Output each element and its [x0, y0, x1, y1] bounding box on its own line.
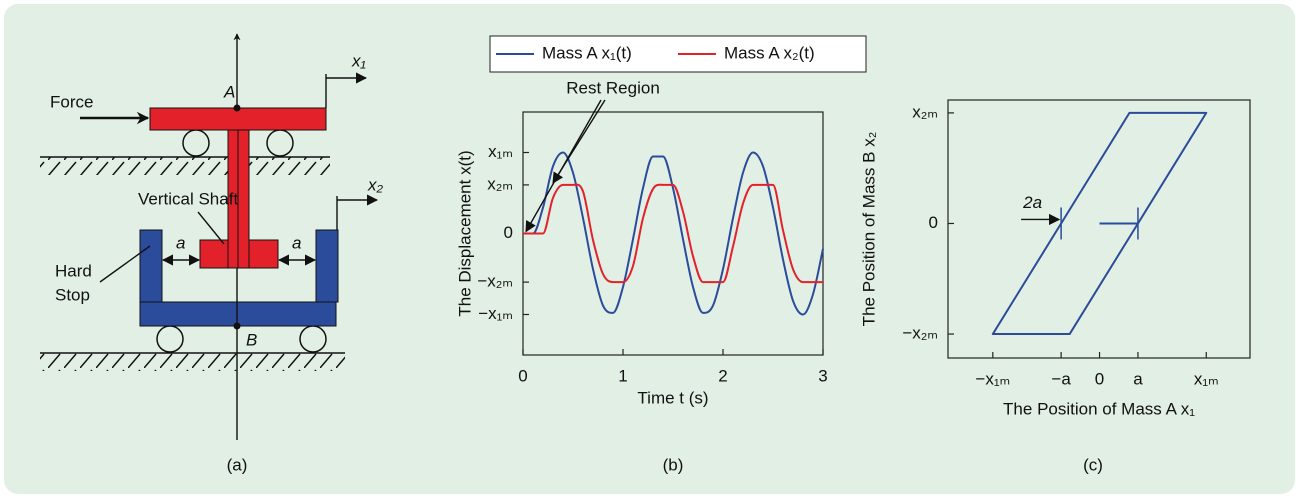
mass-b-bar: [139, 301, 337, 327]
background: [4, 4, 1295, 494]
legend-box: [489, 35, 867, 73]
caption: (b): [663, 455, 684, 474]
x-tick-label: 0: [518, 366, 527, 385]
y-tick-label: −x₂ₘ: [902, 324, 938, 343]
y-axis-title: The Position of Mass B x₂: [859, 132, 878, 327]
x-tick-label: 1: [618, 366, 627, 385]
y-tick-label: x₂ₘ: [487, 174, 513, 193]
x-tick-label: −x₁ₘ: [975, 369, 1010, 388]
y-tick-label: 0: [929, 213, 938, 232]
shaft: [237, 129, 250, 269]
label: Hard: [55, 261, 92, 280]
label: x₂: [367, 175, 384, 194]
point: [233, 104, 241, 112]
x-tick-label: −a: [1051, 369, 1071, 388]
y-tick-label: −x₁ₘ: [478, 304, 513, 323]
data-line: [522, 183, 823, 284]
y-tick-label: −x₂ₘ: [477, 272, 513, 291]
label: Force: [50, 92, 93, 111]
label: A: [223, 82, 235, 101]
point: [233, 322, 241, 330]
annotation: Rest Region: [566, 78, 660, 97]
annotation-arrow: [552, 99, 606, 184]
ground-hatch: [40, 353, 345, 371]
leader: [99, 245, 151, 283]
legend-label: Mass A x₂(t): [724, 43, 815, 62]
legend-label: Mass A x₁(t): [542, 43, 632, 62]
ground-hatch: [40, 157, 330, 175]
label: a: [176, 233, 185, 252]
y-tick-label: 0: [504, 223, 513, 242]
y-tick-label: x₁ₘ: [488, 142, 513, 161]
annotation: 2a: [1022, 193, 1042, 212]
y-axis-title: The Displacement x(t): [455, 150, 474, 316]
caption: (a): [227, 455, 248, 474]
x-tick-label: a: [1133, 369, 1143, 388]
label: a: [292, 233, 301, 252]
label: B: [246, 330, 257, 349]
label: x₁: [351, 51, 366, 70]
y-tick-label: x₂ₘ: [912, 102, 938, 121]
x-tick-label: x₁ₘ: [1194, 369, 1219, 388]
data-line: [522, 151, 824, 316]
label: Stop: [55, 285, 90, 304]
hard-stop: [315, 229, 339, 303]
label: Vertical Shaft: [138, 189, 238, 208]
x-axis-title: The Position of Mass A x₁: [1003, 399, 1195, 418]
hard-stop: [139, 229, 163, 303]
x-tick-label: 0: [1095, 369, 1104, 388]
x-tick-label: 3: [818, 366, 827, 385]
mechanism-diagram: Force A x₁ Vertical Shaft x₂ a a Hard St…: [40, 33, 384, 440]
caption: (c): [1083, 455, 1103, 474]
x-axis-title: Time t (s): [637, 388, 708, 407]
leader: [197, 211, 225, 245]
x-tick-label: 2: [718, 366, 727, 385]
